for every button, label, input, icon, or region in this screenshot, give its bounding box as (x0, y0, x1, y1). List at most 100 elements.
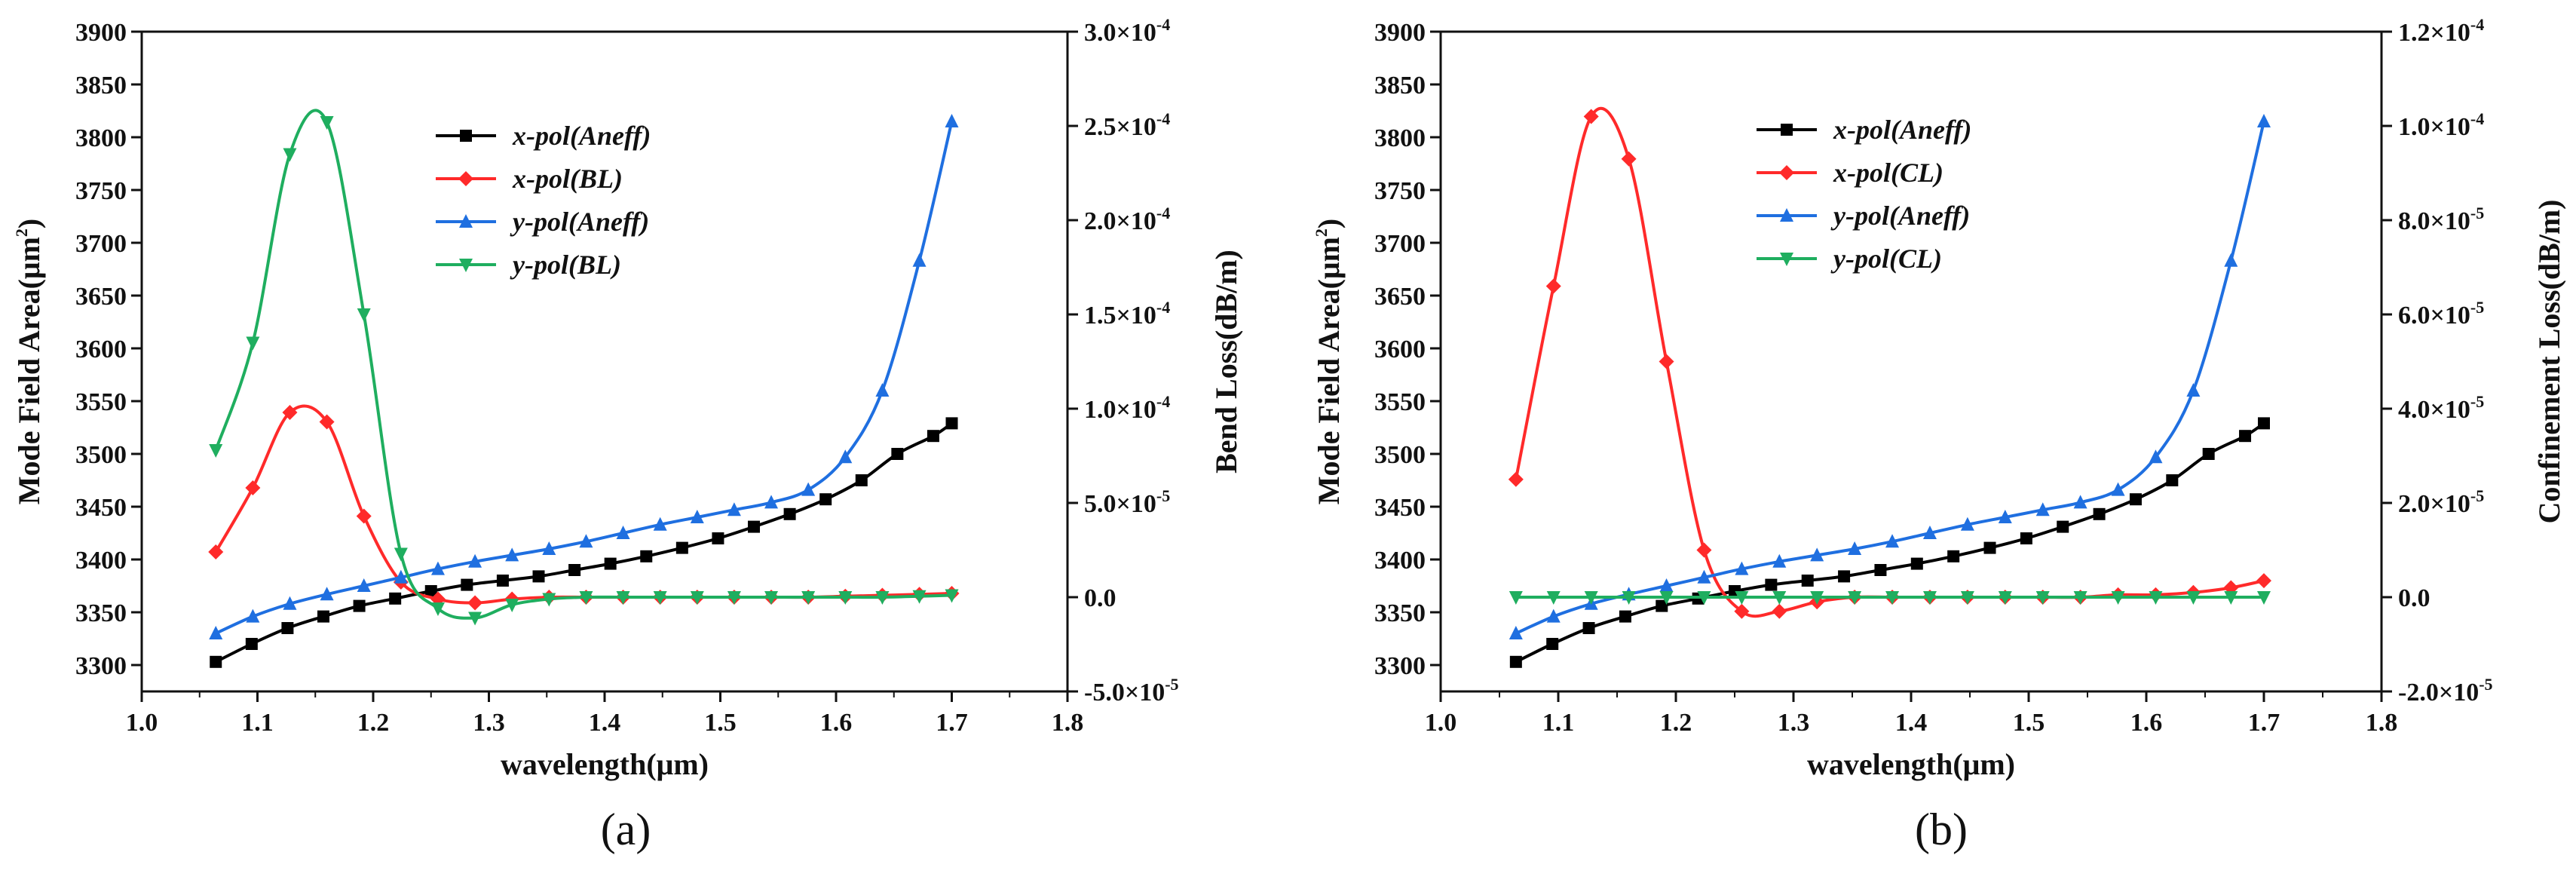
data-point (2073, 495, 2087, 509)
data-point (1910, 557, 1923, 570)
y2-tick-exponent: -4 (1156, 204, 1170, 222)
data-point (210, 655, 222, 668)
data-point (430, 602, 445, 616)
data-point (568, 564, 581, 576)
data-point (1848, 541, 1862, 555)
y-tick-label: 3650 (75, 283, 127, 311)
data-point (283, 148, 297, 162)
data-point (357, 578, 371, 592)
y2-tick-mantissa: 5.0 (1084, 490, 1116, 518)
series-line (1515, 121, 2265, 635)
data-point (945, 114, 959, 127)
data-point (245, 480, 261, 495)
legend-label: x-pol(BL) (512, 164, 623, 194)
data-point (1983, 541, 1996, 554)
y2-tick-label: 2.0×10-4 (1084, 204, 1170, 235)
data-point (2257, 114, 2271, 127)
data-point (2186, 383, 2201, 397)
y-axis-label-text: Mode Field Area(μm (1312, 237, 1346, 504)
y2-tick-label: -2.0×10-5 (2398, 675, 2493, 707)
series-y-pol(BL) (209, 109, 959, 626)
y-axis-label-sup: 2 (1312, 228, 1331, 237)
data-point (1735, 561, 1749, 575)
y2-tick-label: 8.0×10-5 (2398, 204, 2484, 235)
legend: x-pol(Aneff) x-pol(CL) y-pol(Aneff) y-pol(C… (1757, 115, 1971, 274)
data-point (353, 599, 366, 612)
data-point (579, 591, 593, 605)
y2-tick-times: ×10 (1116, 207, 1156, 235)
data-point (2257, 591, 2271, 605)
data-point (282, 405, 298, 420)
y2-tick-times: ×10 (2439, 679, 2479, 707)
data-point (945, 589, 959, 603)
y2-tick-mantissa: 0.0 (1084, 584, 1116, 612)
data-point (1922, 526, 1937, 539)
data-point (394, 569, 408, 584)
data-point (357, 308, 371, 322)
data-point (1848, 591, 1862, 605)
y2-tick-exponent: -4 (1156, 109, 1170, 128)
data-point (424, 585, 437, 597)
data-point (748, 520, 761, 533)
y-tick-label: 3450 (75, 494, 127, 522)
series-line (215, 421, 953, 664)
data-point (505, 599, 519, 612)
panel-label: (b) (1915, 805, 1968, 854)
y2-tick-mantissa: 8.0 (2398, 207, 2431, 235)
data-point (1947, 550, 1960, 562)
data-point (1509, 655, 1522, 668)
y2-tick-mantissa: -2.0 (2398, 679, 2439, 707)
series-x-pol(Aneff) (1509, 417, 2270, 668)
x-tick-label: 1.6 (820, 709, 853, 737)
data-point (2093, 507, 2106, 520)
y2-tick-times: ×10 (2431, 113, 2470, 141)
y2-tick-times: ×10 (2431, 490, 2470, 518)
y2-tick-exponent: -5 (2470, 392, 2484, 411)
data-point (209, 444, 223, 458)
data-point (616, 526, 630, 539)
data-point (246, 608, 260, 623)
y-tick-label: 3600 (75, 336, 127, 363)
data-point (1546, 591, 1561, 605)
y-tick-label: 3300 (75, 652, 127, 680)
x-tick-label: 1.4 (1895, 709, 1928, 737)
data-point (532, 570, 545, 583)
data-point (1735, 591, 1749, 605)
data-point (855, 474, 868, 486)
y2-tick-mantissa: 2.0 (1084, 207, 1116, 235)
data-point (1734, 603, 1750, 619)
legend-label: y-pol(Aneff) (1830, 201, 1970, 231)
legend-label: y-pol(CL) (1830, 244, 1942, 274)
x-tick-label: 1.8 (2366, 709, 2398, 737)
data-point (430, 561, 445, 575)
panel-label: (a) (601, 805, 651, 854)
data-point (2224, 253, 2238, 267)
data-point (1621, 151, 1637, 167)
data-point (727, 591, 741, 605)
data-point (2020, 532, 2032, 544)
y2-tick-mantissa: 2.5 (1084, 113, 1116, 141)
data-point (690, 510, 704, 523)
y2-tick-times: ×10 (2431, 396, 2470, 424)
y2-tick-times: ×10 (1116, 302, 1156, 330)
y-axis-label: Mode Field Area(μm2) (1312, 219, 1346, 505)
x-tick-label: 1.0 (1425, 709, 1457, 737)
y-axis-label: Mode Field Area(μm2) (12, 219, 46, 505)
data-point (394, 547, 408, 562)
data-point (320, 587, 334, 601)
x-tick-label: 1.7 (936, 709, 968, 737)
data-point (838, 449, 853, 464)
y2-tick-times: ×10 (1116, 113, 1156, 141)
legend-marker (1781, 124, 1793, 136)
data-point (801, 591, 816, 605)
y2-tick-exponent: -5 (2470, 204, 2484, 222)
legend-marker (1779, 165, 1794, 180)
series-line (1515, 421, 2265, 664)
y2-tick-exponent: -4 (1156, 15, 1170, 34)
data-point (640, 550, 653, 562)
y-axis-label-sup: 2 (12, 228, 31, 237)
data-point (1696, 542, 1712, 558)
x-axis-label: wavelength(μm) (501, 747, 709, 781)
series-y-pol(CL) (1509, 591, 2271, 605)
